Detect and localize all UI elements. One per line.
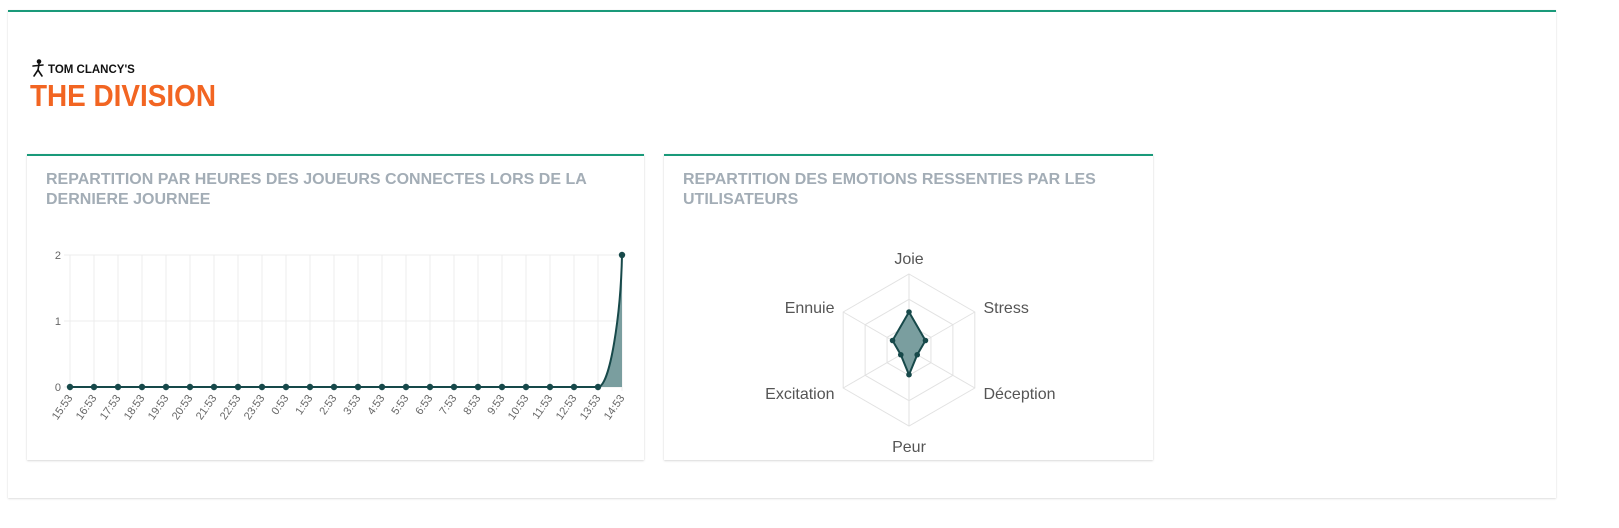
x-tick-label: 6:53 <box>413 393 435 417</box>
data-point <box>306 383 314 391</box>
hours-chart-title: REPARTITION PAR HEURES DES JOUEURS CONNE… <box>46 171 587 208</box>
radar-spoke <box>908 349 976 389</box>
x-tick-label: 9:53 <box>485 393 507 417</box>
data-point <box>210 383 218 391</box>
x-tick-label: 20:53 <box>170 393 196 422</box>
data-point <box>426 383 434 391</box>
x-tick-label: 8:53 <box>461 393 483 417</box>
data-point <box>594 383 602 391</box>
x-tick-label: 10:53 <box>506 393 532 422</box>
x-tick-label: 11:53 <box>530 393 555 422</box>
data-point <box>258 383 266 391</box>
radar-point <box>906 309 912 315</box>
data-point <box>90 383 98 391</box>
data-point <box>186 383 194 391</box>
data-point <box>474 383 482 391</box>
data-point <box>114 383 122 391</box>
x-tick-label: 14:53 <box>602 393 628 422</box>
hours-chart-card: REPARTITION PAR HEURES DES JOUEURS CONNE… <box>27 154 644 460</box>
data-point <box>546 383 554 391</box>
x-tick-label: 12:53 <box>554 393 580 422</box>
x-tick-label: 21:53 <box>194 393 220 422</box>
x-tick-label: 23:53 <box>242 393 268 422</box>
x-tick-label: 2:53 <box>317 393 339 417</box>
radar-axis-label: Déception <box>983 386 1055 403</box>
the-division-logo: TOM CLANCY'S THE DIVISION <box>30 59 216 113</box>
x-tick-label: 13:53 <box>578 393 604 422</box>
x-tick-label: 7:53 <box>437 393 459 417</box>
data-point <box>234 383 242 391</box>
x-tick-label: 15:53 <box>50 393 76 422</box>
data-point <box>618 251 626 259</box>
data-point <box>378 383 386 391</box>
radar-point <box>897 351 904 358</box>
radar-point <box>914 351 921 358</box>
data-point <box>570 383 578 391</box>
radar-point <box>906 371 912 378</box>
data-point <box>162 383 170 391</box>
data-point <box>282 383 290 391</box>
series-line <box>70 254 623 388</box>
data-point <box>450 383 458 391</box>
x-tick-label: 1:53 <box>293 393 315 417</box>
y-tick-label: 0 <box>55 382 61 394</box>
x-tick-label: 0:53 <box>269 393 291 417</box>
radar-series <box>891 309 927 378</box>
x-tick-label: 17:53 <box>98 393 124 422</box>
y-tick-label: 2 <box>55 250 61 262</box>
x-tick-label: 18:53 <box>122 393 148 422</box>
x-tick-label: 19:53 <box>146 393 172 422</box>
radar-axis-label: Stress <box>983 300 1028 317</box>
logo-main-text: THE DIVISION <box>30 78 216 113</box>
data-point <box>402 383 410 391</box>
x-tick-label: 4:53 <box>365 393 387 417</box>
radar-axis-label: Excitation <box>765 386 834 403</box>
radar-point <box>889 337 896 344</box>
radar-spoke <box>842 349 910 389</box>
data-point <box>498 383 506 391</box>
data-point <box>522 383 530 391</box>
data-point <box>66 383 74 391</box>
y-tick-label: 1 <box>55 316 61 328</box>
x-tick-label: 5:53 <box>389 393 411 417</box>
emotions-chart-title: REPARTITION DES EMOTIONS RESSENTIES PAR … <box>683 171 1096 208</box>
radar-axis-label: Joie <box>894 251 923 268</box>
data-point <box>330 383 338 391</box>
radar-point <box>922 337 929 344</box>
emotions-chart-card: REPARTITION DES EMOTIONS RESSENTIES PAR … <box>664 154 1153 460</box>
data-point <box>138 383 146 391</box>
x-tick-label: 16:53 <box>74 393 100 422</box>
radar-axis-label: Ennuie <box>785 300 835 317</box>
data-point <box>354 383 362 391</box>
x-tick-label: 22:53 <box>218 393 244 422</box>
radar-axis-label: Peur <box>892 439 926 456</box>
soldier-icon <box>32 59 44 77</box>
emotions-radar-chart: Joie Stress Déception Peur Excitation Ennuie <box>765 251 1055 456</box>
logo-top-text: TOM CLANCY'S <box>48 64 135 76</box>
hours-area-chart: 0 1 2 15:5316:5317:5318:5319:5320:5321:5322… <box>50 250 628 422</box>
x-tick-label: 3:53 <box>341 393 363 417</box>
